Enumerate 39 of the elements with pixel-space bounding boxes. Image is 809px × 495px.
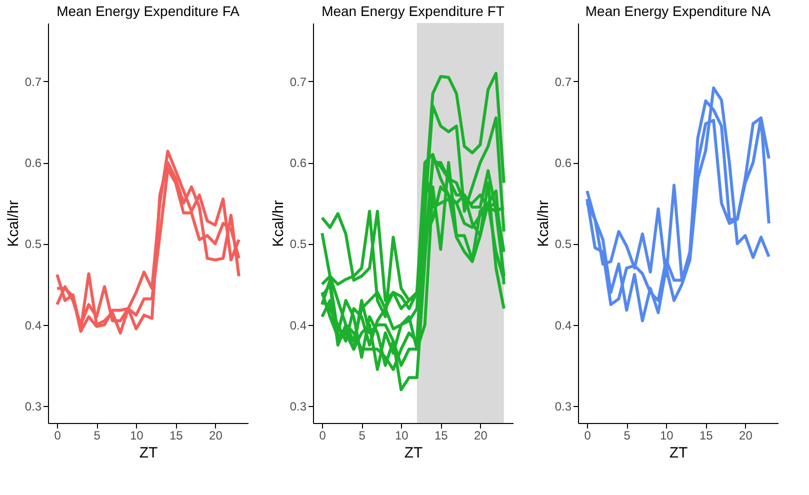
x-tick-label: 5 — [94, 428, 101, 442]
y-tick-label: 0.4 — [24, 318, 42, 332]
y-tick-label: 0.5 — [554, 237, 572, 252]
x-tick-label: 10 — [660, 428, 674, 442]
x-tick-label: 15 — [169, 428, 184, 442]
x-axis-title: ZT — [404, 444, 423, 462]
y-tick-label: 0.3 — [554, 399, 572, 414]
y-tick-label: 0.6 — [554, 156, 572, 170]
y-axis-title: Kcal/hr — [4, 200, 22, 247]
chart-title: Mean Energy Expenditure FA — [56, 3, 240, 19]
x-tick-label: 10 — [394, 428, 409, 442]
x-tick-label: 0 — [319, 428, 326, 442]
x-tick-label: 0 — [54, 428, 62, 442]
y-axis-title: Kcal/hr — [534, 200, 552, 247]
chart-title: Mean Energy Expenditure NA — [585, 3, 772, 19]
y-tick-label: 0.7 — [24, 74, 42, 89]
y-tick-label: 0.4 — [290, 318, 307, 332]
x-axis-title: ZT — [669, 444, 688, 462]
y-tick-label: 0.3 — [24, 399, 42, 414]
y-tick-label: 0.6 — [290, 156, 307, 170]
y-tick-label: 0.4 — [554, 318, 572, 332]
y-axis-title: Kcal/hr — [270, 200, 287, 247]
x-tick-label: 5 — [624, 428, 631, 442]
x-tick-label: 0 — [584, 428, 592, 442]
x-axis-title: ZT — [139, 444, 158, 462]
x-tick-label: 20 — [739, 428, 753, 442]
x-tick-label: 15 — [434, 428, 448, 442]
y-tick-label: 0.5 — [290, 237, 307, 252]
x-tick-label: 20 — [474, 428, 488, 442]
y-tick-label: 0.6 — [24, 156, 42, 170]
y-tick-label: 0.7 — [290, 74, 307, 89]
y-tick-label: 0.7 — [554, 74, 572, 89]
y-tick-label: 0.3 — [290, 399, 307, 414]
chart-title: Mean Energy Expenditure FT — [322, 3, 505, 19]
x-tick-label: 20 — [209, 428, 223, 442]
y-tick-label: 0.5 — [24, 237, 42, 252]
x-tick-label: 5 — [358, 428, 366, 442]
x-tick-label: 10 — [130, 428, 144, 442]
x-tick-label: 15 — [699, 428, 714, 442]
